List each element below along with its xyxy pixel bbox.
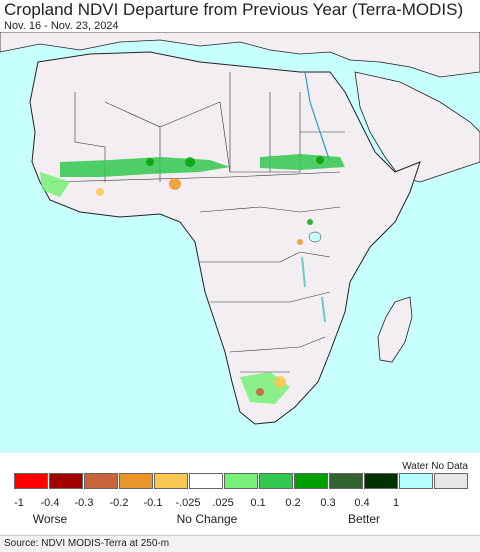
tick-label: -0.3 bbox=[74, 497, 94, 509]
swatch-4 bbox=[119, 473, 153, 489]
tick-label: 0.3 bbox=[320, 497, 336, 509]
africa-land bbox=[29, 51, 421, 425]
swatch-6 bbox=[189, 473, 223, 489]
tick-label: 0.2 bbox=[285, 497, 301, 509]
lake-victoria bbox=[308, 231, 322, 243]
swatch-nodata bbox=[434, 473, 468, 489]
ndvi-dark-green-patches bbox=[146, 156, 324, 225]
arabian-peninsula bbox=[354, 71, 480, 183]
legend: Water No Data -1 -0.4 -0.3 -0.2 -0.1 -.0… bbox=[0, 455, 480, 535]
swatch-7 bbox=[224, 473, 258, 489]
footer: Source: NDVI MODIS-Terra at 250-m bbox=[0, 535, 480, 552]
lake-malawi bbox=[321, 296, 326, 323]
tick-label: -0.1 bbox=[143, 497, 163, 509]
swatch-2 bbox=[49, 473, 83, 489]
category-no-change: No Change bbox=[176, 512, 238, 526]
swatch-3 bbox=[84, 473, 118, 489]
swatch-1 bbox=[14, 473, 48, 489]
nile-river bbox=[304, 71, 331, 163]
lake-tanganyika bbox=[301, 256, 306, 288]
tick-label: 0.1 bbox=[250, 497, 266, 509]
tick-label: -0.4 bbox=[40, 497, 60, 509]
swatch-9 bbox=[294, 473, 328, 489]
tick-label: 1 bbox=[392, 497, 400, 509]
tick-label: -.025 bbox=[175, 497, 201, 509]
water-no-data-label: Water No Data bbox=[402, 461, 468, 472]
tick-label: -0.2 bbox=[109, 497, 129, 509]
category-better: Better bbox=[347, 512, 381, 526]
swatch-11 bbox=[364, 473, 398, 489]
date-range: Nov. 16 - Nov. 23, 2024 bbox=[4, 20, 119, 32]
swatch-5 bbox=[154, 473, 188, 489]
map-title: Cropland NDVI Departure from Previous Ye… bbox=[4, 0, 464, 19]
tick-label: .025 bbox=[212, 497, 234, 509]
category-worse: Worse bbox=[32, 512, 68, 526]
ndvi-worse-patches bbox=[96, 178, 303, 396]
madagascar bbox=[377, 296, 413, 363]
source-note: Source: NDVI MODIS-Terra at 250-m bbox=[4, 538, 170, 549]
africa-map bbox=[0, 32, 480, 453]
swatch-water bbox=[399, 473, 433, 489]
tick-label: 0.4 bbox=[354, 497, 370, 509]
legend-color-bar bbox=[14, 473, 469, 489]
europe-land bbox=[0, 32, 480, 78]
swatch-8 bbox=[259, 473, 293, 489]
tick-label: -1 bbox=[14, 497, 24, 509]
swatch-10 bbox=[329, 473, 363, 489]
